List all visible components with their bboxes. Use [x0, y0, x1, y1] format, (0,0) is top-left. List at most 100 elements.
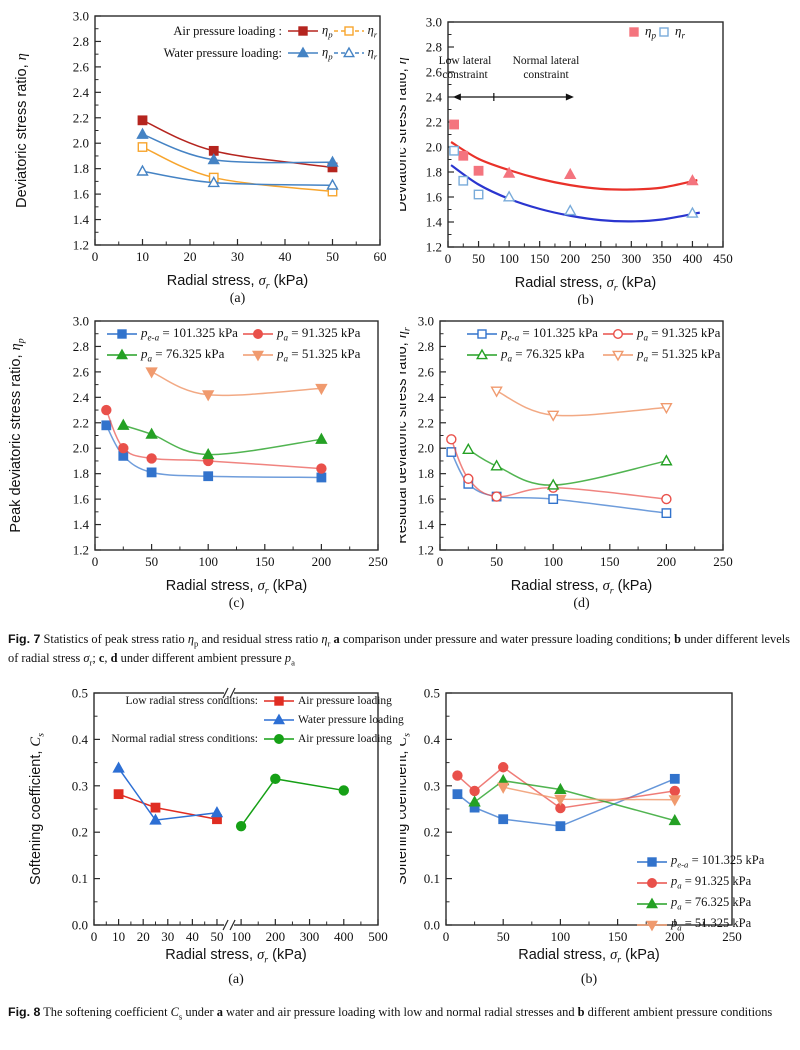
- legend-sample-triangle-filled: [107, 348, 137, 359]
- circle-marker: [101, 404, 112, 416]
- y-tick-label: 1.6: [73, 187, 90, 202]
- x-tick-label: 250: [591, 251, 611, 266]
- y-axis-title: Softening coefficient, Cs: [400, 733, 413, 885]
- series-pa-51325: [490, 386, 673, 422]
- y-tick-label: 0.2: [424, 825, 440, 840]
- y-tick-label: 2.6: [73, 59, 90, 74]
- legend-entry: ηr: [333, 45, 377, 61]
- y-tick-label: 2.4: [73, 85, 90, 100]
- triangle-down-marker: [315, 383, 328, 396]
- text-part: under different ambient pressure: [117, 650, 285, 665]
- x-tick-label: 100: [198, 554, 218, 569]
- text-part: p: [637, 324, 644, 340]
- text-part: under different levels of radial stress: [8, 632, 790, 665]
- circle-marker: [661, 493, 672, 505]
- text-part: p: [141, 345, 148, 361]
- series-pa-76325: [468, 774, 681, 826]
- triangle-down-marker: [612, 350, 624, 361]
- legend-sample-triangle-open: [333, 46, 364, 58]
- annotation-text: Low lateral constraint: [438, 55, 492, 82]
- triangle-marker: [468, 795, 481, 807]
- square-marker: [473, 165, 484, 176]
- x-tick-label: 200: [312, 554, 332, 569]
- text-part: ,: [104, 650, 111, 665]
- x-axis-title: Radial stress, σr (kPa): [511, 578, 653, 597]
- figure8-caption: Fig. 8 The softening coefficient Cs unde…: [8, 1004, 790, 1023]
- triangle-marker: [342, 46, 355, 58]
- legend-entry-label: pa = 76.325 kPa: [671, 895, 751, 912]
- legend-entry-label: pa = 76.325 kPa: [501, 346, 584, 364]
- axis-break: [222, 919, 236, 931]
- x-tick-label: 200: [560, 251, 580, 266]
- triangle-down-marker: [660, 403, 673, 415]
- triangle-marker: [207, 153, 220, 165]
- legend-entry: Air pressure loading: [263, 732, 392, 746]
- square-marker: [101, 420, 112, 431]
- triangle-down-marker: [554, 794, 567, 806]
- y-tick-label: 1.6: [426, 190, 443, 205]
- x-tick-label: 10: [136, 249, 149, 264]
- triangle-marker: [116, 348, 128, 359]
- y-axis-title: Residual deviatoric stress ratio, ηr: [400, 327, 413, 544]
- text-part: r: [681, 30, 685, 41]
- square-marker: [659, 27, 669, 37]
- triangle-marker: [646, 897, 658, 908]
- square-marker: [452, 789, 463, 800]
- series-pa-76325: [117, 418, 328, 460]
- legend-group-label: Normal radial stress conditions:: [111, 732, 258, 745]
- legend-entry: ηp: [287, 45, 333, 61]
- chart-canvas-fig8b: 0 50 100 150 200 250 0.0 0.1 0.2 0.3 0.4 0.5 Radial …: [400, 686, 742, 988]
- y-tick-label: 0.1: [72, 871, 88, 886]
- figure8-panel-a: 0 10 20 30 40 50 100 200 300 400 500 0.0 0.1 0.2 0.3 0.…: [0, 683, 404, 1003]
- axes: 0 50 100 150 200 250 1.2 1.4 1.6 1.8 2.0 2.2 2.4 2.6 2…: [73, 314, 388, 570]
- legend-entry: pa = 91.325 kPa: [242, 325, 378, 343]
- text-part: water and air pressure loading with low …: [222, 1005, 578, 1019]
- chart-canvas-fig7a: 0 10 20 30 40 50 60 1.2 1.4 1.6 1.8 2.0 2.2 2.4 2.6 2.8…: [14, 9, 387, 306]
- legend-sample-triangle-filled: [288, 46, 318, 58]
- x-tick-label: 40: [186, 929, 199, 944]
- circle-marker: [146, 453, 157, 464]
- legend-entry-label: Air pressure loading: [298, 695, 392, 707]
- square-marker: [146, 467, 157, 478]
- triangle-down-marker: [145, 367, 158, 379]
- x-tick-label: 200: [665, 929, 685, 944]
- text-part: e-a: [147, 332, 160, 343]
- x-tick-label: 60: [374, 249, 387, 264]
- chart-canvas-fig7c: 0 50 100 150 200 250 1.2 1.4 1.6 1.8 2.0 2.2 2.4 2.6 2…: [8, 314, 388, 611]
- chart-legend: pe-a = 101.325 kPa pa = 91.325 kPa pa = 76…: [106, 323, 378, 365]
- legend-sample-triangle-open: [467, 348, 497, 359]
- series-eta-p-normal-constraint: [502, 166, 699, 186]
- chart-canvas-fig8a: 0 10 20 30 40 50 100 200 300 400 500 0.0 0.1 0.2 0.3 0.…: [28, 686, 388, 988]
- legend-entry: pa = 76.325 kPa: [466, 346, 602, 364]
- legend-sample-square-filled: [107, 328, 137, 339]
- triangle-marker: [207, 176, 220, 188]
- series-pa-91325: [101, 404, 327, 474]
- legend-entry-label: pa = 91.325 kPa: [277, 325, 360, 343]
- triangle-down-marker: [668, 795, 681, 807]
- legend-entry-label: Water pressure loading: [298, 714, 404, 726]
- series-pa-91325: [452, 762, 680, 814]
- x-tick-label: 30: [161, 929, 174, 944]
- axes: 0 50 100 150 200 250 1.2 1.4 1.6 1.8 2.0 2.2 2.4 2.6 2…: [418, 314, 733, 570]
- triangle-marker: [660, 454, 673, 466]
- circle-marker: [316, 463, 327, 474]
- text-part: = 76.325 kPa: [681, 895, 752, 910]
- square-marker: [555, 821, 566, 832]
- legend-entry: ηp: [287, 23, 333, 39]
- x-tick-label: 50: [490, 554, 503, 569]
- text-part: a: [643, 332, 649, 343]
- y-tick-label: 3.0: [418, 314, 434, 329]
- axes: 0 50 100 150 200 250 300 350 400 450 1.2 1.4 1.6 1.8 2…: [426, 15, 733, 267]
- text-part: and residual stress ratio: [198, 632, 322, 646]
- square-marker: [137, 142, 148, 152]
- text-part: under: [182, 1005, 217, 1019]
- text-part: η: [367, 22, 374, 37]
- text-part: a: [643, 353, 649, 364]
- triangle-marker: [273, 713, 285, 724]
- legend-row: pa = 51.325 kPa: [636, 914, 764, 935]
- square-marker: [298, 26, 308, 36]
- square-marker: [669, 773, 680, 784]
- x-tick-label: 50: [145, 554, 158, 569]
- x-tick-label: 30: [231, 249, 244, 264]
- axes: 0 50 100 150 200 250 0.0 0.1 0.2 0.3 0.4 0.5: [424, 686, 742, 945]
